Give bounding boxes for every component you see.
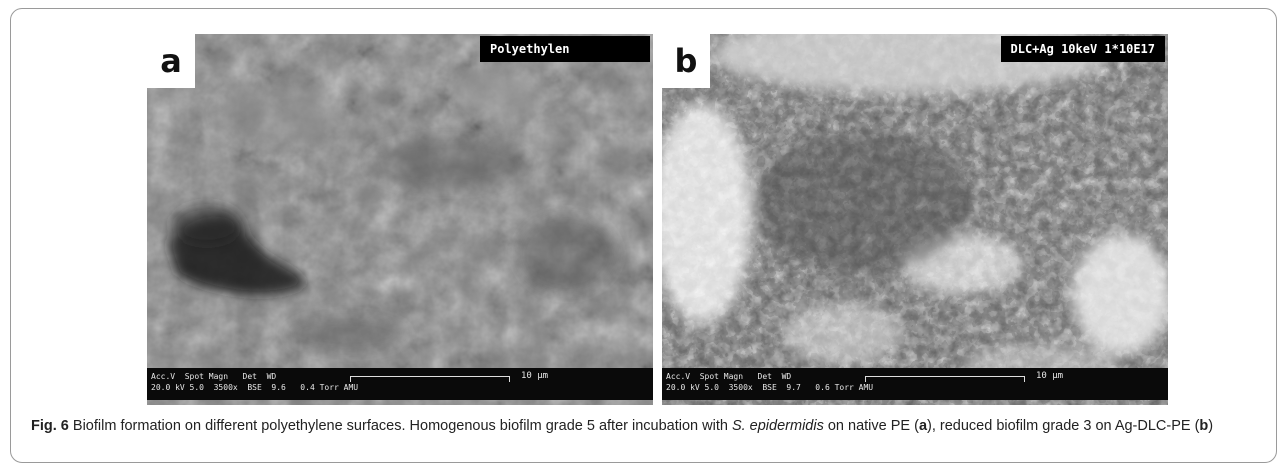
panel-letter-b: b (662, 34, 710, 88)
panel-letter-a: a (147, 34, 195, 88)
databar-values: 20.0 kV 5.0 3500x BSE 9.6 0.4 Torr AMU (151, 383, 359, 392)
scale-bar (865, 376, 1025, 382)
databar-header: Acc.V Spot Magn Det WD (666, 372, 792, 381)
sem-image-dlc-ag (662, 34, 1168, 405)
caption-ref-b: b (1199, 418, 1209, 434)
sample-label-polyethylen: Polyethylen (480, 36, 650, 62)
databar-header: Acc.V Spot Magn Det WD (151, 372, 277, 381)
databar-values: 20.0 kV 5.0 3500x BSE 9.7 0.6 Torr AMU (666, 383, 874, 392)
figure-frame: a Polyethylen Acc.V Spot Magn Det WD 20.… (10, 8, 1277, 463)
caption-text-4: ) (1208, 418, 1214, 434)
panel-b-sem-image: b DLC+Ag 10keV 1*10E17 Acc.V Spot Magn D… (662, 34, 1168, 405)
sample-label-dlc-ag: DLC+Ag 10keV 1*10E17 (1000, 36, 1165, 62)
sem-databar-a: Acc.V Spot Magn Det WD 20.0 kV 5.0 3500x… (147, 368, 653, 400)
sem-databar-b: Acc.V Spot Magn Det WD 20.0 kV 5.0 3500x… (662, 368, 1168, 400)
figure-caption: Fig. 6 Biofilm formation on different po… (31, 416, 1271, 437)
scale-bar-label: 10 µm (1036, 371, 1064, 381)
caption-ref-a: a (918, 418, 928, 434)
figure-label: Fig. 6 (31, 418, 69, 434)
scale-bar (350, 376, 510, 382)
scale-bar-label: 10 µm (521, 371, 549, 381)
caption-text-2: on native PE ( (823, 418, 919, 434)
caption-text-1: Biofilm formation on different polyethyl… (68, 418, 732, 434)
panel-a-sem-image: a Polyethylen Acc.V Spot Magn Det WD 20.… (147, 34, 653, 405)
sem-image-polyethylene (147, 34, 653, 405)
caption-species: S. epidermidis (731, 418, 824, 434)
caption-text-3: ), reduced biofilm grade 3 on Ag-DLC-PE … (927, 418, 1200, 434)
